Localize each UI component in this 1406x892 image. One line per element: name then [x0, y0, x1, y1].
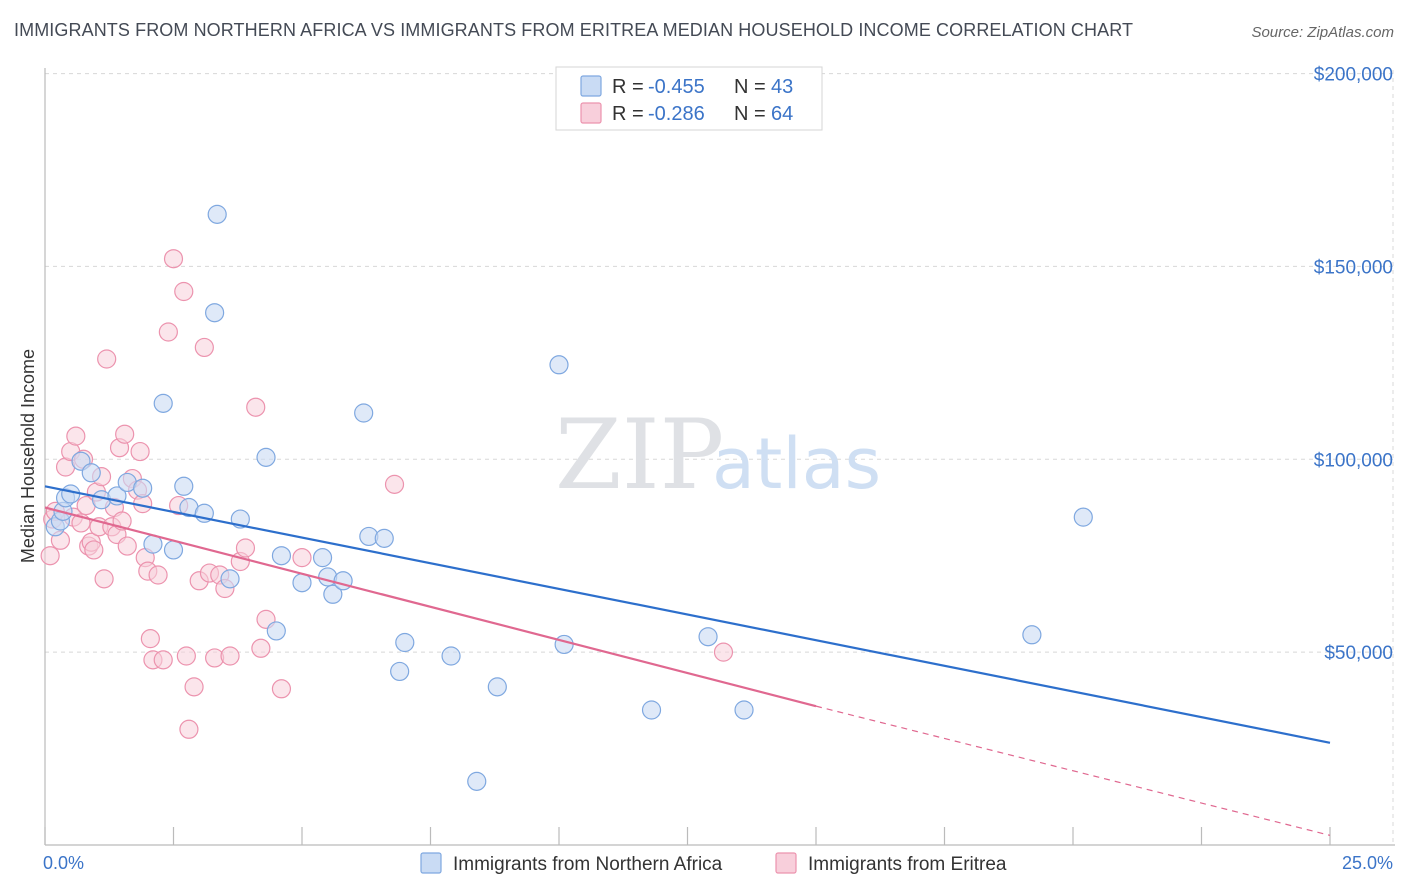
point-northern-africa-21	[256, 447, 276, 467]
point-northern-africa-34	[441, 646, 461, 666]
point-northern-africa-32	[390, 661, 410, 682]
point-eritrea-44	[194, 337, 214, 358]
legend-swatch-eritrea	[580, 102, 602, 124]
legend-n-label-northern-africa: N =	[734, 76, 766, 98]
point-northern-africa-23	[271, 546, 292, 566]
point-northern-africa-29	[354, 403, 374, 423]
trend-line-northern-africa	[44, 485, 1331, 744]
point-northern-africa-27	[323, 584, 343, 604]
point-eritrea-0	[40, 546, 60, 566]
point-northern-africa-33	[395, 632, 415, 653]
point-eritrea-58	[713, 642, 734, 662]
watermark-zip: ZIP	[555, 399, 724, 511]
point-eritrea-49	[220, 646, 240, 666]
point-northern-africa-14	[174, 476, 194, 496]
point-northern-africa-35	[467, 771, 487, 791]
point-northern-africa-25	[312, 548, 333, 568]
point-eritrea-39	[174, 281, 194, 302]
point-northern-africa-39	[641, 700, 662, 720]
point-northern-africa-17	[205, 303, 225, 323]
watermark: ZIP atlas	[555, 399, 881, 511]
watermark-atlas: atlas	[712, 423, 881, 505]
point-eritrea-18	[97, 349, 117, 369]
point-eritrea-40	[176, 646, 196, 666]
point-eritrea-36	[158, 322, 178, 342]
point-eritrea-24	[115, 424, 135, 444]
point-northern-africa-38	[554, 634, 574, 655]
axes	[44, 68, 1395, 846]
point-northern-africa-41	[734, 700, 754, 720]
tick-labels: $50,000 $100,000 $150,000 $200,000 0.0% 25.0%	[43, 65, 1393, 873]
point-northern-africa-22	[266, 621, 286, 641]
point-eritrea-37	[163, 249, 184, 269]
trend-line-eritrea	[44, 506, 817, 708]
point-eritrea-56	[292, 548, 312, 568]
point-eritrea-52	[246, 397, 266, 417]
trend-lines	[44, 485, 1331, 836]
trend-line-eritrea-extension	[815, 705, 1331, 836]
point-eritrea-41	[179, 719, 199, 739]
point-eritrea-57	[384, 474, 405, 494]
legend-r-label-northern-africa: R =	[612, 76, 644, 98]
y-axis-label: Median Household Income	[18, 349, 38, 563]
point-eritrea-51	[235, 538, 256, 558]
legend-swatch-northern-africa	[580, 75, 602, 97]
point-northern-africa-28	[333, 571, 353, 591]
bottom-legend-swatch-northern-africa	[420, 852, 442, 874]
x-tick-label-0: 0.0%	[43, 853, 84, 873]
point-eritrea-53	[251, 638, 271, 658]
y-tick-label-3: $200,000	[1314, 65, 1393, 86]
bottom-legend: Immigrants from Northern Africa Immigran…	[420, 852, 1007, 875]
legend-n-value-northern-africa: 43	[771, 76, 793, 98]
y-tick-label-0: $50,000	[1324, 643, 1393, 664]
source-credit: Source: ZipAtlas.com	[1251, 24, 1394, 41]
point-northern-africa-31	[374, 528, 394, 548]
point-eritrea-32	[140, 629, 160, 649]
chart-title: IMMIGRANTS FROM NORTHERN AFRICA VS IMMIG…	[14, 20, 1134, 40]
point-eritrea-25	[117, 536, 137, 556]
point-northern-africa-18	[207, 204, 227, 224]
legend: R = -0.455 N = 43 R = -0.286 N = 64	[555, 66, 823, 131]
bottom-legend-swatch-eritrea	[775, 852, 797, 874]
point-northern-africa-43	[1073, 507, 1093, 527]
point-northern-africa-10	[133, 478, 153, 498]
point-eritrea-28	[130, 441, 150, 462]
point-northern-africa-42	[1022, 625, 1042, 645]
point-eritrea-7	[66, 426, 86, 446]
legend-r-value-northern-africa: -0.455	[648, 76, 705, 98]
point-northern-africa-37	[549, 355, 569, 375]
point-eritrea-17	[94, 569, 114, 589]
legend-r-value-eritrea: -0.286	[648, 103, 705, 125]
point-northern-africa-36	[487, 677, 507, 697]
point-northern-africa-19	[220, 569, 240, 589]
x-tick-label-1: 25.0%	[1342, 853, 1393, 873]
y-tick-label-1: $100,000	[1314, 450, 1393, 471]
point-eritrea-13	[84, 540, 104, 560]
point-northern-africa-13	[163, 540, 184, 560]
legend-n-value-eritrea: 64	[771, 103, 793, 125]
point-northern-africa-4	[61, 484, 81, 504]
bottom-legend-label-eritrea: Immigrants from Eritrea	[808, 854, 1007, 875]
bottom-legend-label-northern-africa: Immigrants from Northern Africa	[453, 854, 723, 875]
point-eritrea-34	[148, 565, 168, 585]
point-eritrea-42	[184, 677, 204, 697]
point-northern-africa-40	[698, 627, 718, 647]
point-eritrea-55	[271, 679, 292, 699]
point-northern-africa-12	[153, 393, 173, 413]
point-eritrea-35	[153, 650, 173, 670]
y-tick-label-2: $150,000	[1314, 257, 1393, 278]
legend-n-label-eritrea: N =	[734, 103, 766, 125]
legend-r-label-eritrea: R =	[612, 103, 644, 125]
point-northern-africa-6	[81, 463, 101, 483]
